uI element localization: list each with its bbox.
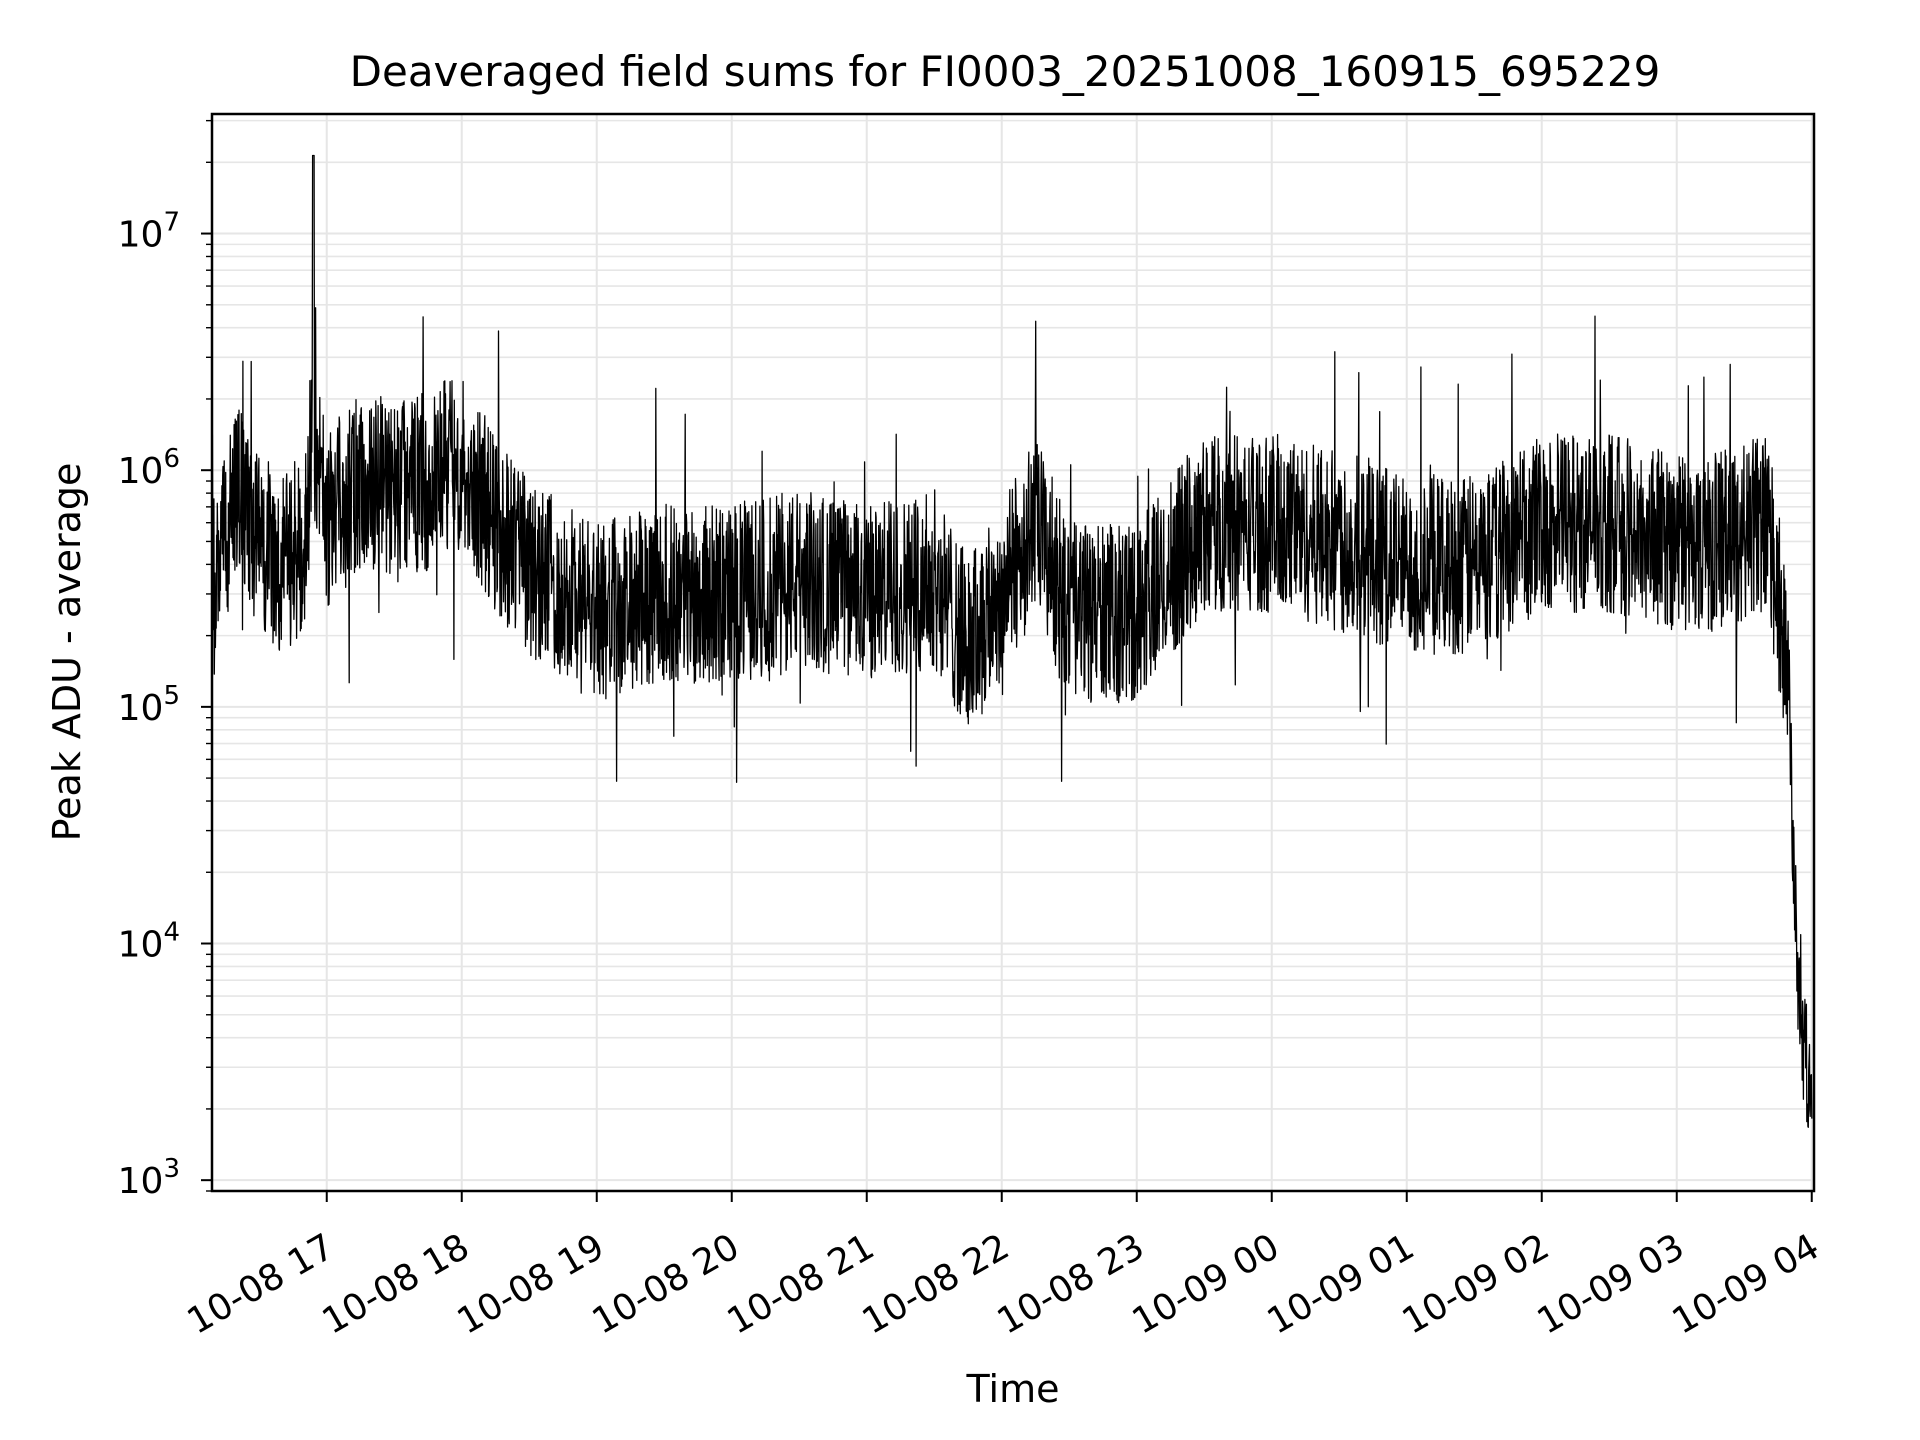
- y-tick-label: 105: [118, 681, 180, 729]
- y-tick-label: 107: [118, 208, 180, 256]
- y-tick-base: 10: [118, 451, 164, 492]
- y-tick-label: 104: [118, 918, 180, 966]
- y-tick-exponent: 6: [163, 444, 180, 474]
- y-tick-exponent: 4: [163, 918, 180, 948]
- series-line: [211, 154, 1813, 1128]
- y-tick-base: 10: [118, 215, 164, 256]
- y-tick-label: 103: [118, 1154, 180, 1202]
- y-tick-base: 10: [118, 688, 164, 729]
- y-tick-exponent: 7: [163, 208, 180, 238]
- y-tick-exponent: 5: [163, 681, 180, 711]
- x-axis-label: Time: [966, 1367, 1060, 1411]
- series-line-group: [211, 154, 1813, 1128]
- chart-title: Deaveraged field sums for FI0003_2025100…: [350, 47, 1661, 96]
- plot-frame: [210, 112, 1816, 1193]
- y-tick-base: 10: [118, 925, 164, 966]
- y-tick-label: 106: [118, 444, 180, 492]
- y-tick-base: 10: [118, 1161, 164, 1202]
- y-axis-label: Peak ADU - average: [45, 463, 89, 842]
- y-tick-exponent: 3: [163, 1154, 180, 1184]
